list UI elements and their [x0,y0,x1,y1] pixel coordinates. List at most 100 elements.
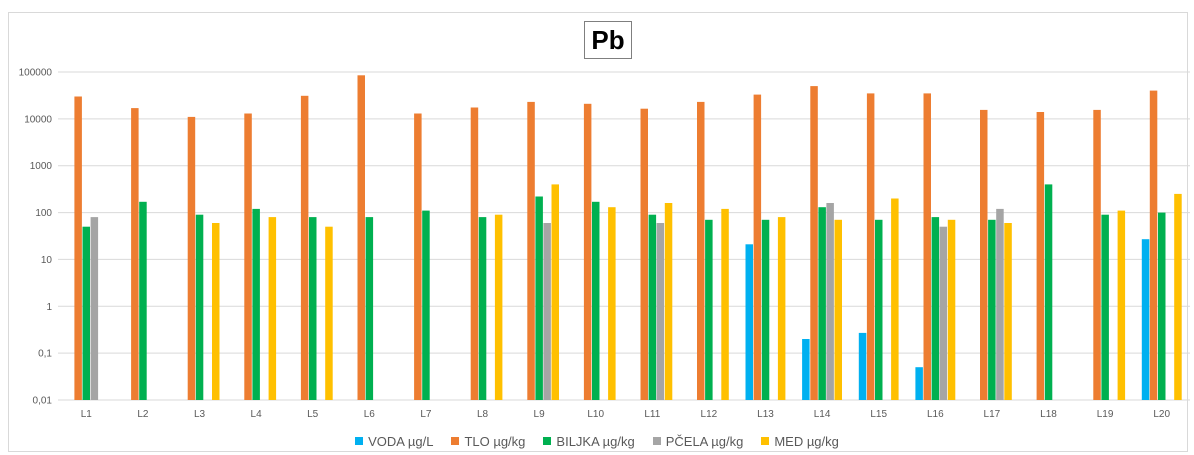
bar-L16-3 [939,226,948,400]
bar-L20-0 [1141,239,1150,400]
x-tick-label: L2 [137,409,149,420]
x-tick-label: L7 [420,409,432,420]
bar-L11-4 [664,203,673,400]
bar-L2-2 [139,201,147,400]
x-tick-label: L9 [534,409,546,420]
bar-L16-4 [947,219,956,400]
x-tick-label: L8 [477,409,489,420]
bar-L17-4 [1004,223,1012,400]
bar-L15-0 [858,332,867,400]
x-tick-label: L16 [927,409,944,420]
bar-L9-3 [543,223,551,400]
bar-L16-0 [915,367,923,400]
bar-L6-2 [365,217,374,400]
bar-L14-1 [810,86,818,400]
legend: VODA µg/L TLO µg/kg BILJKA µg/kg PČELA µg/k… [0,431,1194,451]
bar-L1-3 [90,217,99,400]
bar-L6-1 [357,75,365,401]
x-tick-label: L10 [587,409,604,420]
legend-label: PČELA µg/kg [665,433,744,449]
bar-L7-2 [422,210,430,400]
bar-L11-1 [640,108,648,400]
bar-L3-1 [187,116,196,401]
bar-L15-4 [891,198,899,400]
bar-L10-4 [608,207,616,400]
bar-L16-2 [931,217,940,400]
y-tick-label: 1 [46,302,52,313]
bar-L19-4 [1117,210,1126,400]
legend-swatch [451,437,460,445]
bar-L20-1 [1149,90,1158,400]
bar-L14-0 [802,339,810,400]
x-tick-label: L18 [1040,409,1057,420]
bar-L12-2 [705,219,713,400]
x-tick-label: L1 [81,409,93,420]
bar-L1-1 [74,96,82,400]
bar-L13-4 [777,217,786,400]
legend-item: TLO µg/kg [451,434,525,449]
bar-L16-1 [923,93,931,401]
bar-L5-2 [309,217,317,400]
x-tick-label: L13 [757,409,774,420]
bar-L18-1 [1036,112,1045,400]
chart-title: Pb [584,21,632,59]
bar-L8-1 [470,107,479,400]
bar-L17-1 [980,109,988,401]
bar-L8-4 [494,214,503,400]
bar-L1-2 [82,226,90,400]
bar-L11-3 [656,223,665,400]
legend-label: TLO µg/kg [464,433,526,449]
y-tick-label: 0,01 [33,396,53,407]
bar-L13-0 [745,244,753,400]
bar-L10-2 [592,201,600,400]
bar-L13-2 [761,219,770,400]
bar-L19-1 [1093,109,1101,401]
bar-L20-4 [1174,193,1182,400]
bar-L8-2 [478,217,487,400]
bar-L3-4 [212,223,220,400]
y-tick-label: 10000 [24,114,52,125]
x-tick-label: L4 [251,409,263,420]
x-tick-label: L6 [364,409,376,420]
legend-swatch [355,437,364,445]
bar-L3-2 [195,214,204,400]
bar-L14-4 [834,219,842,400]
legend-label: BILJKA µg/kg [556,433,635,449]
bar-L4-2 [252,208,260,400]
bar-L13-1 [753,94,762,400]
x-tick-label: L15 [870,409,887,420]
legend-item: PČELA µg/kg [652,433,744,449]
bar-L17-2 [988,219,996,400]
bar-L9-4 [551,184,559,400]
x-tick-label: L12 [701,409,718,420]
bar-L15-2 [875,219,883,400]
x-tick-label: L20 [1153,409,1170,420]
bar-L4-1 [244,113,252,400]
legend-swatch [761,437,770,445]
bar-L2-1 [131,108,139,400]
x-tick-label: L19 [1097,409,1114,420]
bar-L9-2 [535,196,543,400]
bar-L15-1 [866,93,875,401]
bar-L9-1 [527,101,535,401]
bar-L5-4 [325,226,333,400]
bar-L14-3 [826,203,834,400]
bar-L5-1 [300,95,309,401]
bar-L7-1 [414,113,422,400]
y-tick-label: 100 [35,208,52,219]
y-tick-label: 100000 [19,68,53,79]
legend-label: VODA µg/L [368,433,434,449]
x-tick-label: L3 [194,409,206,420]
x-tick-label: L14 [814,409,831,420]
legend-item: MED µg/kg [761,434,839,449]
bar-L10-1 [583,103,592,401]
bar-L12-1 [697,101,705,401]
legend-label: MED µg/kg [774,433,839,449]
bar-L11-2 [648,214,657,400]
y-tick-label: 0,1 [38,349,52,360]
bar-L19-2 [1101,214,1109,400]
x-tick-label: L11 [644,409,660,420]
x-tick-label: L5 [307,409,319,420]
bar-L14-2 [818,207,826,400]
